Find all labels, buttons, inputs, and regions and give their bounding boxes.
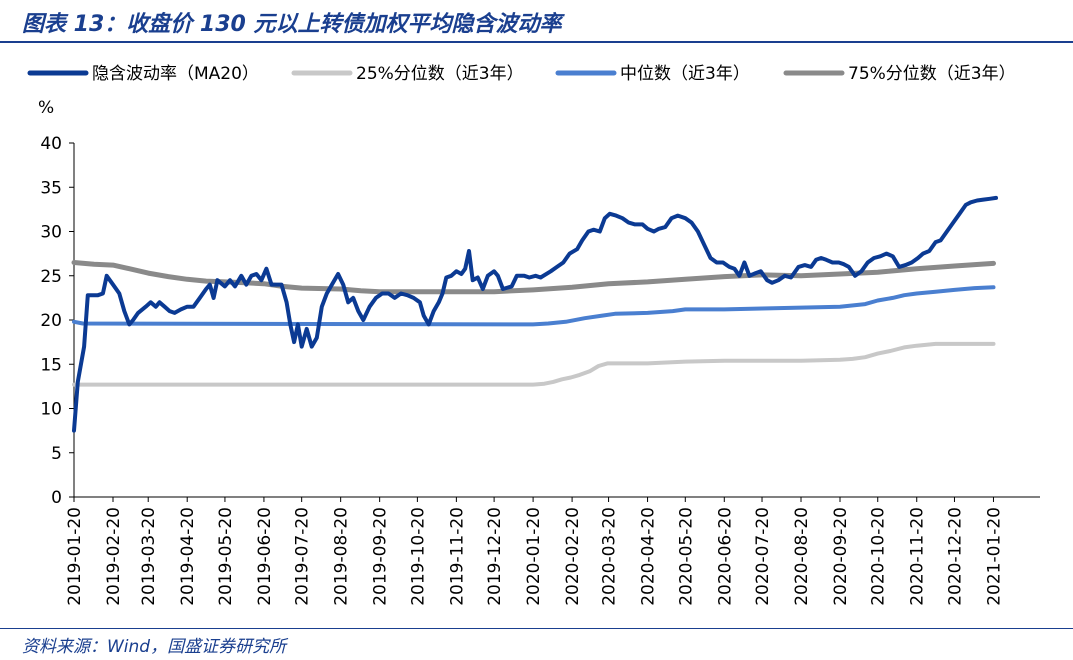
title-divider <box>0 41 1073 43</box>
series-line-3 <box>71 260 996 295</box>
x-tick-label: 2019-10-20 <box>408 507 428 606</box>
series-line-1 <box>72 341 996 387</box>
x-tick-label: 2020-07-20 <box>753 507 773 606</box>
x-tick-label: 2020-09-20 <box>831 507 851 606</box>
x-tick-label: 2019-09-20 <box>371 507 391 606</box>
x-tick-label: 2020-05-20 <box>676 507 696 606</box>
y-tick-label: 15 <box>40 355 62 375</box>
x-tick-label: 2019-06-20 <box>255 507 275 606</box>
x-tick-label: 2019-04-20 <box>178 507 198 606</box>
y-tick-label: 0 <box>51 488 62 508</box>
y-tick-label: 5 <box>51 444 62 464</box>
x-tick-label: 2020-03-20 <box>600 507 620 606</box>
y-tick-label: 20 <box>40 311 62 331</box>
y-tick-label: 30 <box>40 223 62 243</box>
x-tick-label: 2020-01-20 <box>524 507 544 606</box>
series-line-0 <box>72 195 998 433</box>
x-tick-label: 2019-11-20 <box>447 507 467 606</box>
x-tick-label: 2020-08-20 <box>792 507 812 606</box>
legend: 隐含波动率（MA20） 25%分位数（近3年） 中位数（近3年） 75%分位数（近3年… <box>27 64 1016 84</box>
x-tick-label: 2020-06-20 <box>715 507 735 606</box>
x-tick-label: 2019-08-20 <box>332 507 352 606</box>
x-tick-label: 2021-01-20 <box>984 507 1004 606</box>
legend-label: 25%分位数（近3年） <box>356 64 524 84</box>
x-tick-label: 2020-11-20 <box>908 507 928 606</box>
x-tick-label: 2019-01-20 <box>65 507 85 606</box>
series-line-2 <box>72 285 996 327</box>
source-divider <box>0 628 1073 629</box>
chart: 隐含波动率（MA20） 25%分位数（近3年） 中位数（近3年） 75%分位数（近3年… <box>27 64 1040 606</box>
x-tick-label: 2019-02-20 <box>104 507 124 606</box>
x-tick-label: 2019-12-20 <box>485 507 505 606</box>
legend-label: 中位数（近3年） <box>620 64 750 84</box>
y-tick-label: 35 <box>40 178 62 198</box>
y-axis-label: % <box>38 98 54 118</box>
x-tick-label: 2020-10-20 <box>869 507 889 606</box>
x-tick-label: 2019-07-20 <box>293 507 313 606</box>
y-tick-label: 40 <box>40 134 62 154</box>
x-tick-label: 2019-05-20 <box>216 507 236 606</box>
legend-label: 隐含波动率（MA20） <box>92 64 259 84</box>
y-tick-label: 25 <box>40 267 62 287</box>
source-note: 资料来源：Wind，国盛证券研究所 <box>22 637 287 657</box>
chart-title: 图表 13：收盘价 130 元以上转债加权平均隐含波动率 <box>22 12 562 37</box>
y-tick-label: 10 <box>40 400 62 420</box>
axes: 0 5 10 15 20 25 30 35 40 2019-01-20 2019-02-20 2019… <box>40 134 1040 606</box>
x-tick-label: 2020-02-20 <box>563 507 583 606</box>
x-tick-label: 2020-12-20 <box>945 507 965 606</box>
x-tick-label: 2019-03-20 <box>139 507 159 606</box>
legend-label: 75%分位数（近3年） <box>848 64 1016 84</box>
x-tick-label: 2020-04-20 <box>639 507 659 606</box>
series-layer <box>71 195 998 433</box>
